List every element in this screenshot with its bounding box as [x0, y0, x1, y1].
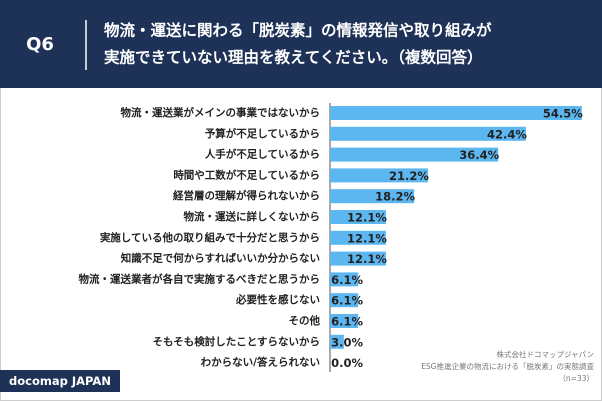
category-label: 実施している他の取り組みで十分だと思うから: [100, 231, 320, 244]
value-label: 6.1%: [331, 273, 363, 287]
bar: [330, 293, 359, 308]
bar: [330, 272, 359, 287]
question-number: Q6: [26, 34, 54, 55]
value-label: 6.1%: [331, 294, 363, 308]
category-label: 物流・運送業者が各自で実施するべきだと思うから: [79, 272, 321, 285]
value-label: 12.1%: [347, 252, 387, 266]
value-label: 54.5%: [543, 107, 583, 121]
value-label: 21.2%: [389, 169, 429, 183]
category-label: そもそも検討したことすらないから: [153, 335, 320, 348]
category-label: 時間や工数が不足しているから: [173, 168, 320, 181]
value-label: 12.1%: [347, 231, 387, 245]
value-label: 42.4%: [487, 127, 527, 141]
category-label: わからない/答えられない: [201, 356, 320, 369]
value-label: 6.1%: [331, 315, 363, 329]
bar: [330, 210, 386, 224]
category-label: 物流・運送に詳しくないから: [184, 210, 321, 223]
category-label: 経営層の理解が得られないから: [173, 189, 320, 202]
bar: [330, 314, 359, 328]
bar: [330, 230, 386, 245]
value-label: 0.0%: [331, 356, 363, 370]
category-label: 必要性を感じない: [235, 293, 320, 306]
bar: [330, 251, 386, 266]
value-label: 3.0%: [331, 335, 363, 349]
category-label: 人手が不足しているから: [205, 148, 320, 161]
brand: docomap JAPAN: [9, 374, 111, 388]
bar: [330, 106, 582, 120]
value-label: 12.1%: [347, 211, 387, 225]
chart-title: 実施できていない理由を教えてください。（複数回答）: [104, 48, 483, 67]
category-label: その他: [289, 314, 321, 327]
bar: [330, 168, 428, 183]
source: 株式会社ドコマップジャパン: [497, 349, 595, 359]
source: ESG推進企業の物流における「脱炭素」の実態調査: [421, 361, 594, 371]
chart-title: 物流・運送に関わる「脱炭素」の情報発信や取り組みが: [104, 21, 492, 40]
value-label: 18.2%: [375, 190, 415, 204]
category-label: 物流・運送業がメインの事業ではないから: [121, 106, 321, 119]
value-label: 36.4%: [459, 148, 499, 162]
category-label: 予算が不足しているから: [205, 127, 320, 140]
category-label: 知識不足で何からすればいいか分からない: [121, 252, 320, 265]
bar: [330, 334, 344, 349]
brand-box: [0, 370, 120, 392]
header: [0, 0, 602, 88]
bar: [330, 189, 415, 204]
bar: [330, 126, 526, 141]
source: （n=33）: [558, 374, 594, 383]
bar: [330, 147, 499, 162]
